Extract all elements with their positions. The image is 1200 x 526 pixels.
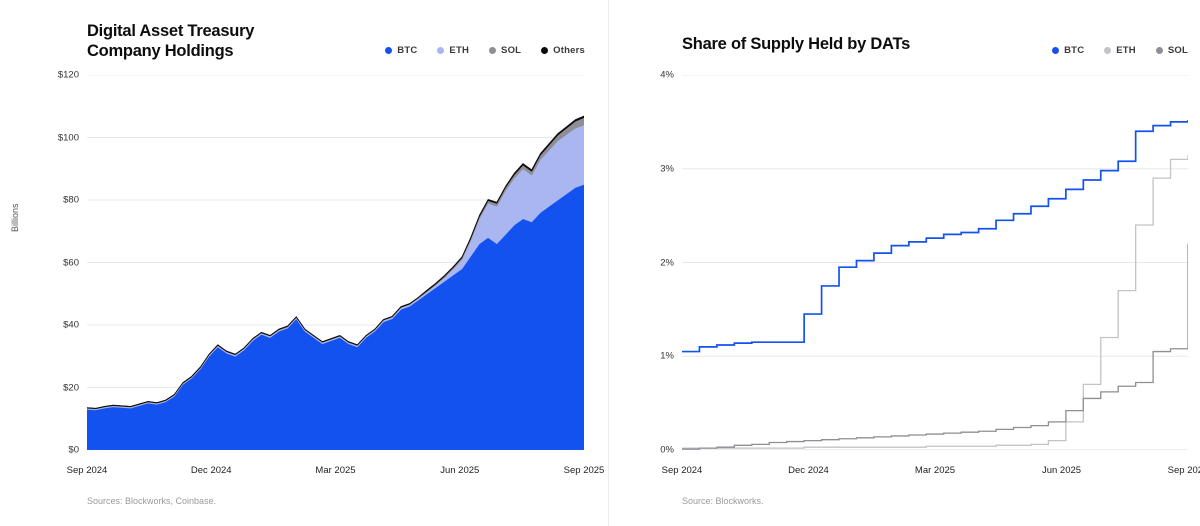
legend-dot-sol-icon bbox=[489, 47, 497, 54]
right-line-chart bbox=[682, 74, 1189, 451]
left-area-chart bbox=[86, 74, 585, 451]
left-y-tick: $120 bbox=[57, 69, 79, 81]
right-legend-item-eth[interactable]: ETH bbox=[1104, 45, 1136, 56]
legend-label: ETH bbox=[449, 45, 470, 56]
left-x-tick: Mar 2025 bbox=[315, 465, 356, 476]
right-legend-item-btc[interactable]: BTC bbox=[1052, 45, 1084, 56]
left-y-tick: $80 bbox=[63, 194, 79, 206]
right-legend-item-sol[interactable]: SOL bbox=[1155, 45, 1188, 56]
left-y-tick: $60 bbox=[63, 257, 79, 268]
legend-dot-btc-icon bbox=[385, 47, 393, 54]
left-legend-item-eth[interactable]: ETH bbox=[437, 45, 469, 56]
legend-dot-btc-icon bbox=[1052, 47, 1060, 54]
right-y-tick: 0% bbox=[660, 444, 674, 456]
legend-dot-eth-icon bbox=[1104, 47, 1112, 54]
left-x-tick: Jun 2025 bbox=[440, 465, 480, 476]
left-chart-title: Digital Asset Treasury Company Holdings bbox=[87, 22, 255, 61]
legend-label: SOL bbox=[1167, 45, 1188, 56]
left-chart-legend: BTC ETH SOL Others bbox=[385, 45, 585, 56]
right-chart-source: Source: Blockworks. bbox=[682, 496, 764, 506]
panel-divider bbox=[608, 0, 609, 526]
right-y-tick: 3% bbox=[660, 163, 674, 175]
right-line-series-sol bbox=[682, 243, 1189, 450]
right-plot-area bbox=[682, 74, 1189, 451]
legend-label: ETH bbox=[1116, 45, 1136, 56]
left-legend-item-others[interactable]: Others bbox=[541, 45, 585, 56]
left-legend-item-btc[interactable]: BTC bbox=[385, 45, 417, 56]
right-line-series-eth bbox=[682, 154, 1189, 449]
right-y-tick: 2% bbox=[660, 257, 674, 268]
right-x-tick: Jun 2025 bbox=[1041, 465, 1082, 476]
left-y-tick: $100 bbox=[57, 132, 79, 143]
left-y-axis-title: Billions bbox=[10, 203, 20, 232]
left-chart-source: Sources: Blockworks, Coinbase. bbox=[87, 496, 217, 506]
panel-digital-asset-treasury-holdings: Digital Asset Treasury Company Holdings … bbox=[10, 22, 605, 506]
left-y-tick: $40 bbox=[63, 319, 79, 331]
right-y-tick: 4% bbox=[660, 69, 674, 81]
left-x-tick: Dec 2024 bbox=[190, 465, 232, 476]
right-line-series-btc bbox=[682, 120, 1189, 353]
legend-label: BTC bbox=[397, 45, 418, 56]
legend-dot-eth-icon bbox=[437, 47, 445, 54]
left-y-tick: $20 bbox=[63, 382, 79, 393]
right-x-tick: Sep 2025 bbox=[1167, 465, 1200, 476]
legend-label: SOL bbox=[501, 45, 522, 56]
legend-dot-sol-icon bbox=[1155, 47, 1163, 54]
legend-label: Others bbox=[553, 45, 585, 56]
right-x-tick: Mar 2025 bbox=[914, 465, 956, 476]
right-chart-title: Share of Supply Held by DATs bbox=[682, 35, 911, 53]
left-x-tick: Sep 2024 bbox=[66, 465, 108, 476]
right-x-tick: Sep 2024 bbox=[661, 465, 703, 476]
panel-share-of-supply: Share of Supply Held by DATs BTC ETH SOL 0… bbox=[608, 0, 1200, 526]
legend-dot-others-icon bbox=[541, 47, 549, 54]
right-x-tick: Dec 2024 bbox=[788, 465, 829, 476]
right-chart-legend: BTC ETH SOL bbox=[1052, 45, 1188, 56]
left-plot-area bbox=[86, 74, 585, 451]
left-legend-item-sol[interactable]: SOL bbox=[489, 45, 521, 56]
right-y-tick: 1% bbox=[660, 350, 674, 362]
left-y-tick: $0 bbox=[68, 444, 79, 456]
left-x-tick: Sep 2025 bbox=[563, 465, 605, 476]
legend-label: BTC bbox=[1064, 45, 1085, 56]
